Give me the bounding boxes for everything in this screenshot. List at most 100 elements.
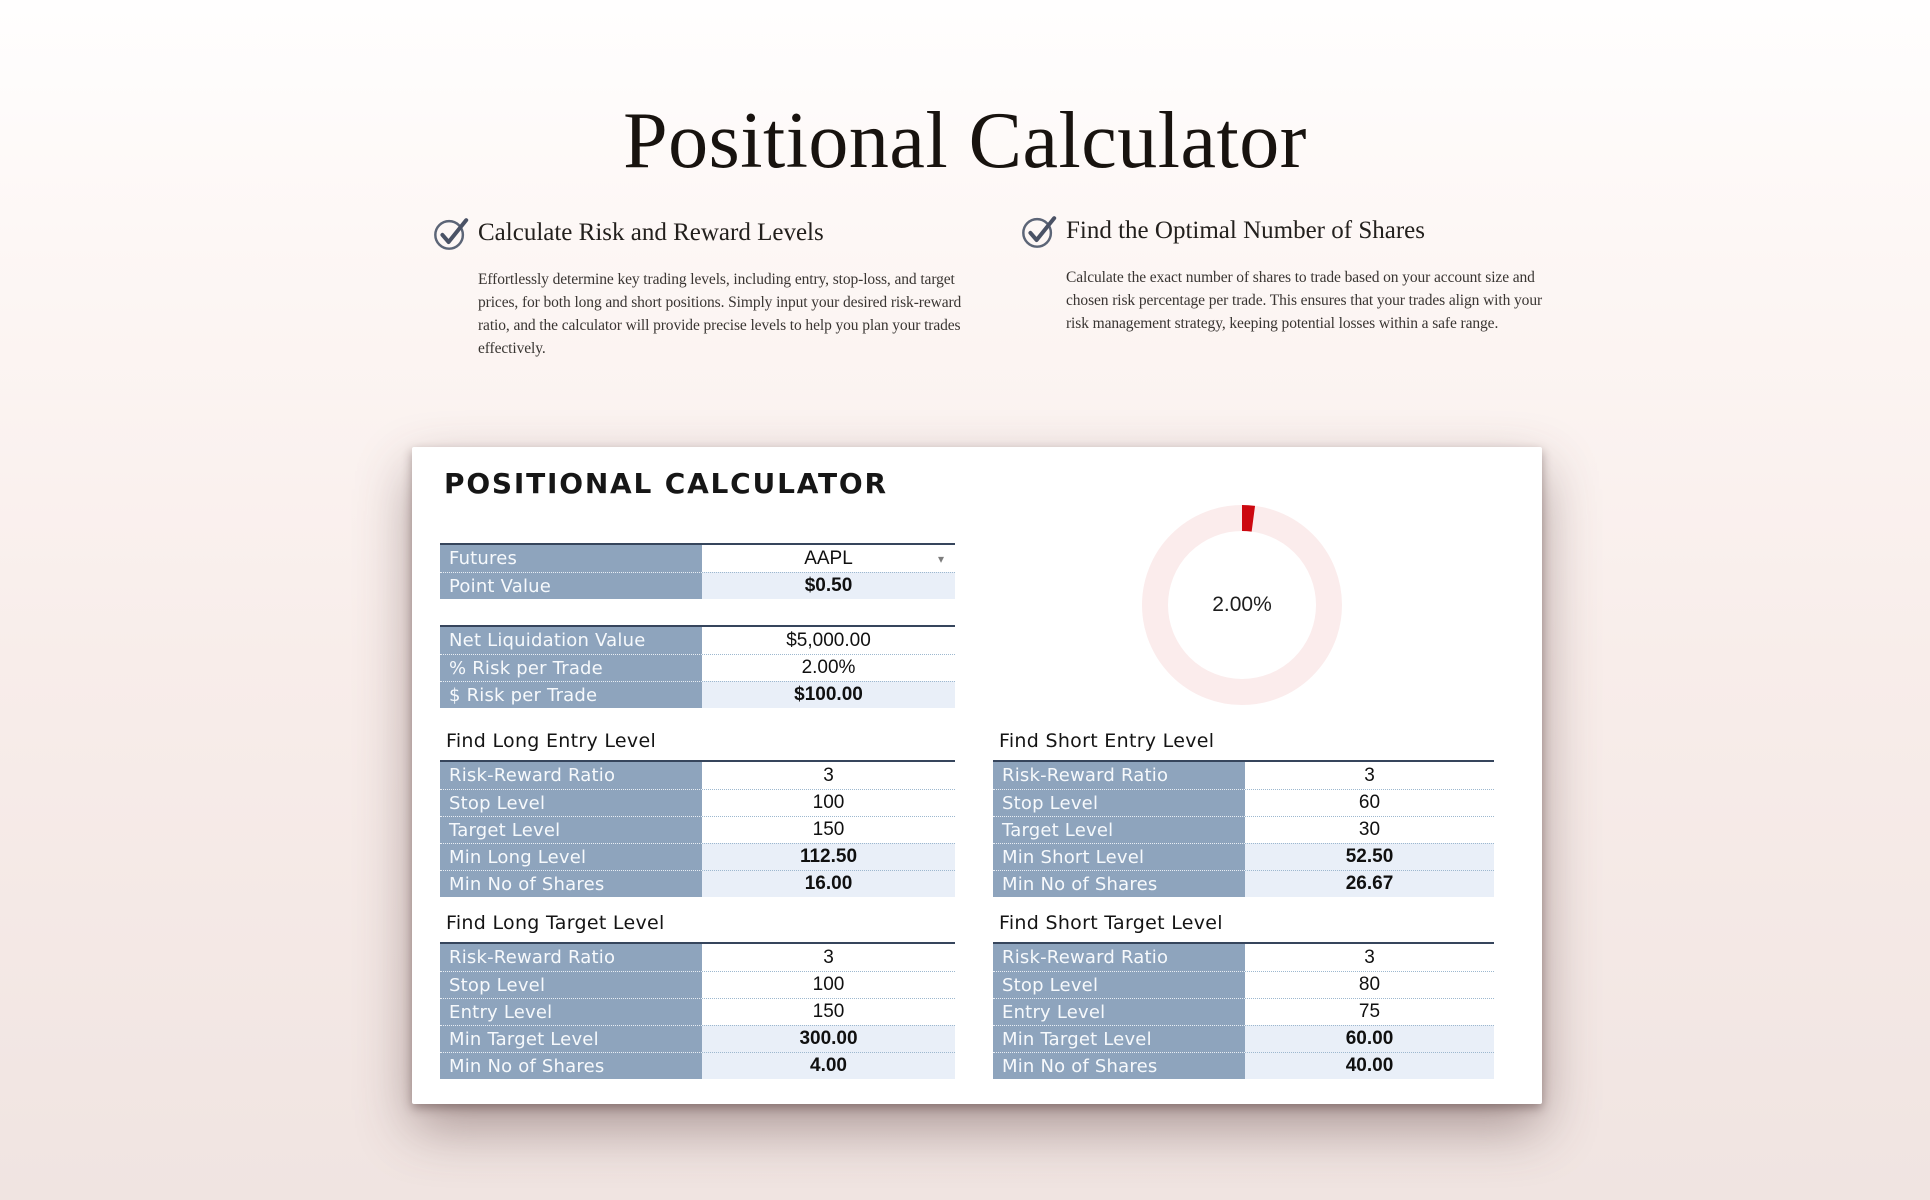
futures-table: Futures AAPL ▾ Point Value $0.50 [440, 543, 955, 599]
check-circle-icon [434, 218, 469, 250]
table-row: Entry Level 150 [440, 998, 955, 1025]
calculator-card-title: POSITIONAL CALCULATOR [444, 467, 888, 500]
table-row: Min No of Shares 4.00 [440, 1052, 955, 1079]
table-row: Stop Level 60 [993, 789, 1494, 816]
risk-dollar-cell[interactable]: $100.00 [702, 681, 955, 708]
table-row: Min Target Level 300.00 [440, 1025, 955, 1052]
feature-risk-reward: Calculate Risk and Reward Levels Effortl… [432, 218, 992, 360]
row-label: % Risk per Trade [440, 654, 702, 681]
cell-value[interactable]: 52.50 [1245, 843, 1494, 870]
table-row: Min Long Level 112.50 [440, 843, 955, 870]
table-row: Futures AAPL ▾ [440, 545, 955, 572]
section-heading-short-target: Find Short Target Level [999, 912, 1223, 934]
cell-value[interactable]: 4.00 [702, 1052, 955, 1079]
feature-title: Calculate Risk and Reward Levels [478, 219, 824, 246]
cell-value[interactable]: 75 [1245, 998, 1494, 1025]
table-row: Net Liquidation Value $5,000.00 [440, 627, 955, 654]
cell-value[interactable]: 3 [1245, 944, 1494, 971]
cell-value[interactable]: 150 [702, 816, 955, 843]
row-label: Futures [440, 545, 702, 572]
cell-value[interactable]: 30 [1245, 816, 1494, 843]
ticker-value[interactable]: AAPL [804, 547, 853, 569]
section-heading-long-target: Find Long Target Level [446, 912, 665, 934]
table-row: $ Risk per Trade $100.00 [440, 681, 955, 708]
row-label: Stop Level [440, 971, 702, 998]
feature-description: Calculate the exact number of shares to … [1066, 269, 1543, 332]
row-label: Min No of Shares [993, 870, 1245, 897]
feature-description: Effortlessly determine key trading level… [478, 271, 962, 357]
cell-value[interactable]: 3 [702, 762, 955, 789]
row-label: Risk-Reward Ratio [993, 762, 1245, 789]
donut-ring [1142, 505, 1342, 705]
table-row: Stop Level 100 [440, 971, 955, 998]
row-label: $ Risk per Trade [440, 681, 702, 708]
risk-percent-cell[interactable]: 2.00% [702, 654, 955, 681]
page-title: Positional Calculator [623, 96, 1307, 185]
table-row: Point Value $0.50 [440, 572, 955, 599]
long-target-table: Risk-Reward Ratio 3 Stop Level 100 Entry… [440, 942, 955, 1079]
row-label: Min Target Level [993, 1025, 1245, 1052]
feature-header: Find the Optimal Number of Shares [1020, 216, 1580, 250]
cell-value[interactable]: 100 [702, 789, 955, 816]
table-row: Min No of Shares 40.00 [993, 1052, 1494, 1079]
row-label: Stop Level [993, 789, 1245, 816]
row-label: Entry Level [440, 998, 702, 1025]
table-row: Min No of Shares 16.00 [440, 870, 955, 897]
cell-value[interactable]: 112.50 [702, 843, 955, 870]
row-label: Point Value [440, 572, 702, 599]
long-entry-table: Risk-Reward Ratio 3 Stop Level 100 Targe… [440, 760, 955, 897]
row-label: Min Short Level [993, 843, 1245, 870]
account-table: Net Liquidation Value $5,000.00 % Risk p… [440, 625, 955, 708]
row-label: Min Long Level [440, 843, 702, 870]
short-entry-table: Risk-Reward Ratio 3 Stop Level 60 Target… [993, 760, 1494, 897]
row-label: Risk-Reward Ratio [993, 944, 1245, 971]
row-label: Stop Level [993, 971, 1245, 998]
row-label: Min No of Shares [993, 1052, 1245, 1079]
cell-value[interactable]: 60.00 [1245, 1025, 1494, 1052]
row-label: Min No of Shares [440, 870, 702, 897]
table-row: Risk-Reward Ratio 3 [440, 762, 955, 789]
ticker-dropdown-cell[interactable]: AAPL ▾ [702, 545, 955, 572]
cell-value[interactable]: 26.67 [1245, 870, 1494, 897]
cell-value[interactable]: 150 [702, 998, 955, 1025]
table-row: Target Level 150 [440, 816, 955, 843]
table-row: Min Short Level 52.50 [993, 843, 1494, 870]
dropdown-arrow-icon[interactable]: ▾ [937, 551, 944, 566]
section-heading-long-entry: Find Long Entry Level [446, 730, 657, 752]
row-label: Min Target Level [440, 1025, 702, 1052]
table-row: Min Target Level 60.00 [993, 1025, 1494, 1052]
row-label: Entry Level [993, 998, 1245, 1025]
table-row: Min No of Shares 26.67 [993, 870, 1494, 897]
point-value-cell[interactable]: $0.50 [702, 572, 955, 599]
row-label: Target Level [993, 816, 1245, 843]
cell-value[interactable]: 16.00 [702, 870, 955, 897]
cell-value[interactable]: 3 [1245, 762, 1494, 789]
row-label: Risk-Reward Ratio [440, 944, 702, 971]
cell-value[interactable]: 60 [1245, 789, 1494, 816]
row-label: Min No of Shares [440, 1052, 702, 1079]
table-row: Entry Level 75 [993, 998, 1494, 1025]
section-heading-short-entry: Find Short Entry Level [999, 730, 1215, 752]
feature-header: Calculate Risk and Reward Levels [432, 218, 992, 252]
table-row: Risk-Reward Ratio 3 [993, 944, 1494, 971]
short-target-table: Risk-Reward Ratio 3 Stop Level 80 Entry … [993, 942, 1494, 1079]
net-liquidation-cell[interactable]: $5,000.00 [702, 627, 955, 654]
table-row: Risk-Reward Ratio 3 [993, 762, 1494, 789]
cell-value[interactable]: 300.00 [702, 1025, 955, 1052]
check-circle-icon [1022, 216, 1057, 248]
row-label: Target Level [440, 816, 702, 843]
table-row: Risk-Reward Ratio 3 [440, 944, 955, 971]
cell-value[interactable]: 3 [702, 944, 955, 971]
feature-optimal-shares: Find the Optimal Number of Shares Calcul… [1020, 216, 1580, 335]
calculator-card: POSITIONAL CALCULATOR Futures AAPL ▾ Poi… [412, 447, 1542, 1104]
table-row: % Risk per Trade 2.00% [440, 654, 955, 681]
cell-value[interactable]: 80 [1245, 971, 1494, 998]
row-label: Stop Level [440, 789, 702, 816]
risk-donut-chart: 2.00% [1142, 505, 1342, 705]
donut-center-label: 2.00% [1212, 593, 1272, 616]
table-row: Stop Level 80 [993, 971, 1494, 998]
cell-value[interactable]: 40.00 [1245, 1052, 1494, 1079]
cell-value[interactable]: 100 [702, 971, 955, 998]
row-label: Net Liquidation Value [440, 627, 702, 654]
